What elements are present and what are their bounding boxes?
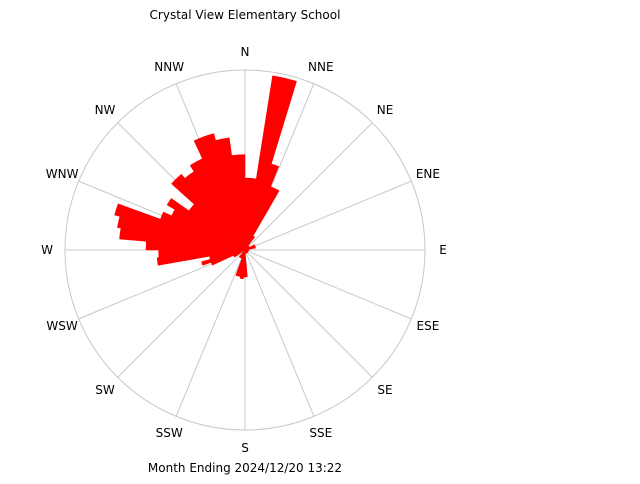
direction-label-w: W xyxy=(41,243,53,257)
direction-bar-17 xyxy=(156,249,246,266)
grid-spoke-sse xyxy=(244,249,315,417)
direction-label-e: E xyxy=(439,243,447,257)
direction-label-wsw: WSW xyxy=(46,319,77,333)
grid-spoke-ne xyxy=(244,122,373,251)
direction-bar-15 xyxy=(201,249,246,266)
direction-labels: N NNE NE ENE E ESE SE SSE S SSW SW WSW W WNW NW NNW xyxy=(41,45,447,455)
direction-label-n: N xyxy=(241,45,250,59)
direction-label-ene: ENE xyxy=(416,167,440,181)
grid-spoke-se xyxy=(244,249,373,378)
grid-spoke-ssw xyxy=(175,249,246,417)
grid-spoke-ene xyxy=(244,180,412,251)
direction-label-nnw: NNW xyxy=(154,60,184,74)
direction-bar-25 xyxy=(166,198,246,251)
direction-label-ssw: SSW xyxy=(156,426,183,440)
direction-bar-3 xyxy=(244,186,280,251)
direction-bar-31 xyxy=(215,137,246,251)
direction-label-wnw: WNW xyxy=(46,167,79,181)
direction-label-nne: NNE xyxy=(308,60,334,74)
direction-label-nw: NW xyxy=(95,103,116,117)
direction-bars xyxy=(114,75,297,280)
direction-label-s: S xyxy=(241,441,249,455)
direction-bar-6 xyxy=(244,244,256,251)
direction-label-ese: ESE xyxy=(417,319,440,333)
direction-bar-23 xyxy=(160,211,246,251)
grid-spoke-ese xyxy=(244,249,412,320)
direction-label-sse: SSE xyxy=(309,426,332,440)
direction-label-se: SE xyxy=(377,383,392,397)
direction-label-sw: SW xyxy=(95,383,115,397)
chart-footer: Month Ending 2024/12/20 13:22 xyxy=(148,461,342,475)
direction-bar-30 xyxy=(193,133,246,251)
direction-bar-1 xyxy=(244,75,297,251)
direction-label-ne: NE xyxy=(377,103,394,117)
direction-bar-32 xyxy=(231,154,246,251)
chart-title: Crystal View Elementary School xyxy=(150,8,341,22)
direction-bar-12 xyxy=(238,249,246,259)
direction-bar-27 xyxy=(171,173,246,251)
direction-bar-22 xyxy=(114,203,246,251)
grid-spoke-sw xyxy=(117,249,246,378)
